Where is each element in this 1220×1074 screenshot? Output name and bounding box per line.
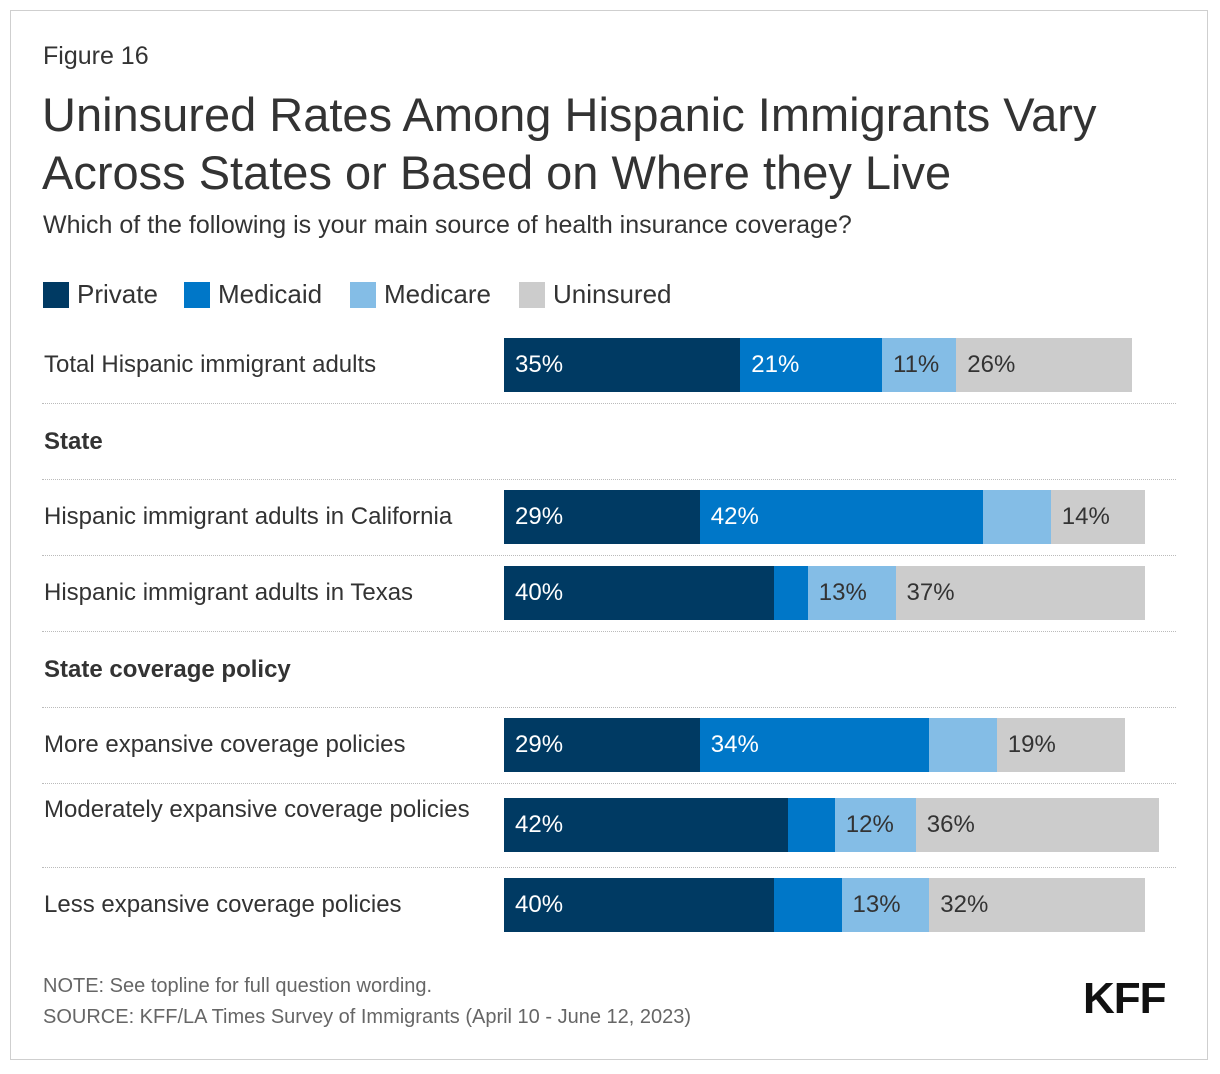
legend-swatch-private <box>43 282 69 308</box>
row-divider <box>42 867 1176 868</box>
bar-segment-uninsured <box>1050 490 1146 544</box>
bar-segment-medicaid <box>774 566 808 620</box>
section-label-state: State <box>44 428 103 455</box>
bar-segment-uninsured <box>915 798 1159 852</box>
data-label-medicare: 13% <box>852 891 901 918</box>
bar-segment-medicaid <box>787 798 835 852</box>
data-label-private: 29% <box>515 503 564 530</box>
row-divider <box>42 707 1176 708</box>
data-label-medicaid: 34% <box>710 731 759 758</box>
row-label-less-expansive: Less expansive coverage policies <box>44 891 402 918</box>
data-label-uninsured: 37% <box>906 579 955 606</box>
row-divider <box>42 783 1176 784</box>
source-text: SOURCE: KFF/LA Times Survey of Immigrant… <box>43 1006 692 1028</box>
legend-label-uninsured: Uninsured <box>553 279 672 309</box>
bar-segment-uninsured <box>895 566 1146 620</box>
data-label-medicaid: 21% <box>751 351 800 378</box>
legend-swatch-uninsured <box>519 282 545 308</box>
row-label-moderately-expansive: Moderately expansive coverage policies <box>44 796 470 823</box>
bar-segment-private <box>504 878 774 932</box>
row-label-california: Hispanic immigrant adults in California <box>44 503 453 530</box>
chart-frame <box>10 10 1208 1060</box>
bar-segment-medicare <box>807 566 896 620</box>
row-label-more-expansive: More expansive coverage policies <box>44 731 406 758</box>
data-label-uninsured: 32% <box>940 891 989 918</box>
bar-segment-uninsured <box>996 718 1125 772</box>
legend-label-medicare: Medicare <box>384 279 491 309</box>
legend-label-medicaid: Medicaid <box>218 279 323 309</box>
legend-label-private: Private <box>77 279 158 309</box>
row-divider <box>42 403 1176 404</box>
chart-subtitle: Which of the following is your main sour… <box>43 211 852 239</box>
row-divider <box>42 479 1176 480</box>
bar-segment-private <box>504 338 741 392</box>
data-label-medicare: 12% <box>845 811 894 838</box>
bar-segment-medicaid <box>699 490 984 544</box>
data-label-private: 35% <box>515 351 564 378</box>
data-label-medicare: 11% <box>893 351 940 378</box>
section-label-policy: State coverage policy <box>44 656 291 683</box>
data-label-uninsured: 19% <box>1007 731 1056 758</box>
legend-swatch-medicaid <box>184 282 210 308</box>
data-label-private: 29% <box>515 731 564 758</box>
figure-label: Figure 16 <box>43 42 149 70</box>
bar-segment-medicare <box>983 490 1051 544</box>
bar-segment-uninsured <box>929 878 1146 932</box>
bar-segment-private <box>504 798 788 852</box>
bar-segment-medicaid <box>740 338 882 392</box>
row-divider <box>42 555 1176 556</box>
data-label-uninsured: 14% <box>1061 503 1110 530</box>
bar-segment-private <box>504 566 774 620</box>
bar-segment-medicare <box>929 718 997 772</box>
data-label-medicare: 13% <box>818 579 867 606</box>
legend-swatch-medicare <box>350 282 376 308</box>
bar-segment-private <box>504 718 700 772</box>
data-label-uninsured: 26% <box>967 351 1016 378</box>
bar-segment-medicare <box>834 798 916 852</box>
kff-logo: KFF <box>1083 974 1167 1023</box>
chart-title: Uninsured Rates Among Hispanic Immigrant… <box>42 88 1097 199</box>
data-label-medicaid: 42% <box>710 503 759 530</box>
row-label-texas: Hispanic immigrant adults in Texas <box>44 579 414 606</box>
note-text: NOTE: See topline for full question word… <box>43 975 433 997</box>
data-label-private: 40% <box>515 891 564 918</box>
bar-segment-medicaid <box>774 878 842 932</box>
bar-segment-private <box>504 490 700 544</box>
row-divider <box>42 631 1176 632</box>
bar-segment-medicare <box>841 878 930 932</box>
bar-segment-uninsured <box>956 338 1132 392</box>
bar-segment-medicare <box>882 338 957 392</box>
row-label-total: Total Hispanic immigrant adults <box>44 351 377 378</box>
bar-segment-medicaid <box>699 718 930 772</box>
data-label-private: 40% <box>515 579 564 606</box>
data-label-private: 42% <box>515 811 564 838</box>
data-label-uninsured: 36% <box>926 811 975 838</box>
